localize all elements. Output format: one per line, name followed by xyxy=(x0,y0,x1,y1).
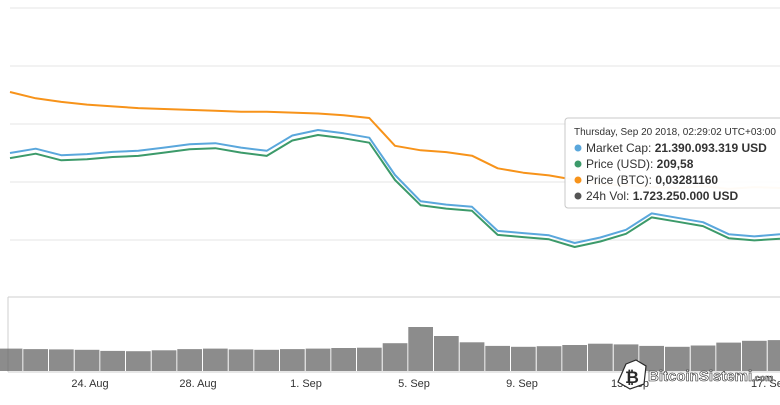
tooltip-header: Thursday, Sep 20 2018, 02:29:02 UTC+03:0… xyxy=(574,127,776,138)
tooltip-box xyxy=(564,117,780,209)
svg-text:₿: ₿ xyxy=(625,368,639,387)
volume-bar xyxy=(434,336,459,371)
volume-bar xyxy=(228,349,254,371)
bitcoin-logo-icon: ₿ xyxy=(617,359,647,390)
tooltip-row: Price (USD): 209,58 xyxy=(586,157,694,171)
volume-bar xyxy=(511,346,536,371)
volume-bar xyxy=(177,349,202,371)
volume-bar xyxy=(382,343,408,371)
volume-bar xyxy=(280,349,305,371)
volume-bar xyxy=(665,346,690,371)
volume-bar xyxy=(716,342,741,371)
x-tick-label: 24. Aug xyxy=(71,378,108,390)
volume-bar xyxy=(588,343,613,371)
volume-bar xyxy=(767,340,780,371)
tooltip-marker xyxy=(574,160,582,168)
volume-bar xyxy=(151,350,177,371)
volume-bar xyxy=(305,348,331,371)
x-tick-label: 1. Sep xyxy=(290,378,322,390)
volume-bar xyxy=(690,345,716,371)
tooltip-marker xyxy=(574,176,582,184)
volume-bar xyxy=(485,345,510,371)
volume-bar xyxy=(459,342,485,371)
series-line-market-cap xyxy=(9,129,780,244)
tooltip-row: Market Cap: 21.390.093.319 USD xyxy=(586,141,767,155)
x-tick-label: 5. Sep xyxy=(398,378,430,390)
volume-bar xyxy=(742,340,767,371)
volume-bar xyxy=(536,346,562,371)
tooltip-row: 24h Vol: 1.723.250.000 USD xyxy=(586,189,738,203)
volume-bar xyxy=(126,351,151,371)
volume-bar xyxy=(74,349,100,371)
volume-bar xyxy=(331,348,356,371)
volume-bar xyxy=(0,348,23,371)
volume-bar xyxy=(100,350,125,371)
chart-tooltip: Thursday, Sep 20 2018, 02:29:02 UTC+03:0… xyxy=(564,117,780,209)
volume-bar xyxy=(357,347,382,371)
watermark-text: BitcoinSistemi.com xyxy=(648,368,773,385)
x-tick-label: 17. Sep xyxy=(751,378,780,390)
x-tick-label: 28. Aug xyxy=(179,378,216,390)
tooltip-marker xyxy=(574,144,582,152)
volume-bar xyxy=(23,349,48,371)
x-tick-label: 9. Sep xyxy=(506,378,538,390)
volume-bar xyxy=(562,345,587,371)
tooltip-row: Price (BTC): 0,03281160 xyxy=(586,173,718,187)
watermark: ₿ BitcoinSistemi.com xyxy=(617,359,774,390)
series-line-price-usd xyxy=(9,134,780,248)
volume-bar xyxy=(203,348,228,371)
volume-bar xyxy=(408,327,433,371)
volume-bar xyxy=(49,349,74,371)
volume-bar xyxy=(254,349,279,371)
volume-bars xyxy=(0,327,780,371)
tooltip-marker xyxy=(574,192,582,200)
